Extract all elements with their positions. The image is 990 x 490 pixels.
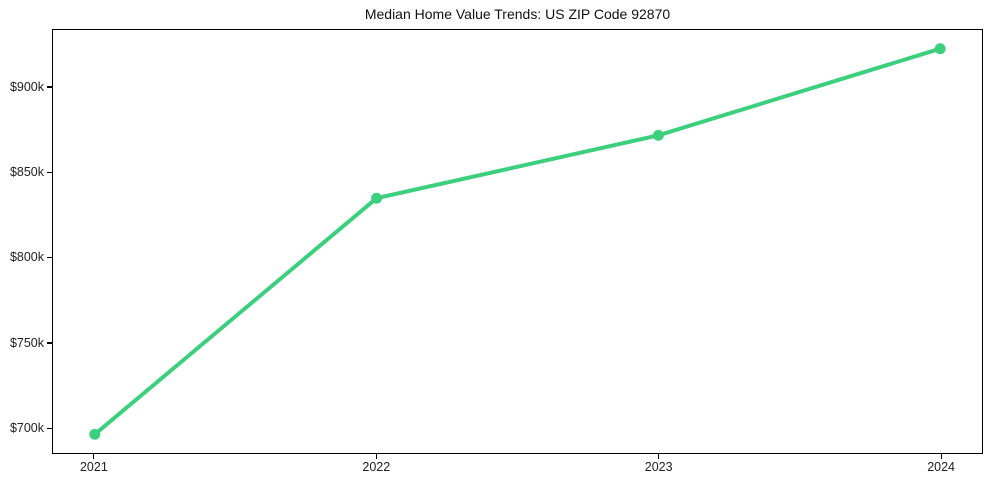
x-tick-label: 2023 [644, 460, 673, 474]
x-tick-label: 2024 [927, 460, 955, 474]
y-tick-label: $750k [9, 335, 44, 350]
x-tick-mark [658, 454, 660, 459]
chart-title: Median Home Value Trends: US ZIP Code 92… [364, 6, 671, 22]
y-tick-label: $850k [9, 164, 44, 179]
median-home-value-line [92, 46, 943, 437]
data-point-marker [371, 192, 383, 204]
data-point-marker [652, 129, 664, 141]
y-tick-mark [47, 342, 52, 344]
plot-area [52, 29, 983, 454]
line-series-svg [89, 43, 946, 440]
data-point-marker [934, 43, 946, 55]
x-tick-mark [940, 454, 942, 459]
x-tick-label: 2022 [362, 460, 391, 474]
y-tick-label: $900k [9, 79, 44, 94]
x-tick-mark [93, 454, 95, 459]
data-point-marker [89, 428, 101, 440]
y-tick-mark [47, 86, 52, 88]
x-tick-mark [375, 454, 377, 459]
y-tick-mark [47, 171, 52, 173]
y-tick-label: $800k [9, 250, 44, 265]
y-tick-mark [47, 257, 52, 259]
y-tick-label: $700k [9, 420, 44, 435]
y-tick-mark [47, 427, 52, 429]
x-tick-label: 2021 [79, 460, 108, 474]
